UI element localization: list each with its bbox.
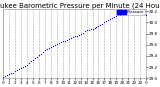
Point: [101, 23, 104, 24]
Point: [60, 41, 62, 43]
Point: [72, 36, 74, 38]
Point: [54, 44, 56, 45]
Point: [34, 57, 36, 59]
Point: [119, 14, 122, 15]
Point: [50, 46, 52, 48]
Point: [131, 12, 133, 13]
Point: [4, 75, 7, 77]
Point: [30, 61, 32, 62]
Point: [32, 59, 34, 60]
Point: [123, 13, 125, 14]
Point: [143, 13, 145, 15]
Point: [22, 66, 24, 68]
Point: [58, 42, 60, 43]
Point: [69, 37, 72, 39]
Point: [129, 12, 132, 14]
Point: [135, 12, 137, 13]
Point: [62, 41, 64, 42]
Point: [75, 35, 78, 37]
Point: [77, 34, 80, 35]
Point: [95, 26, 98, 28]
Point: [83, 31, 86, 32]
Point: [56, 43, 58, 44]
Point: [65, 40, 68, 41]
Point: [85, 30, 88, 31]
Point: [107, 20, 110, 21]
Point: [73, 36, 76, 37]
Point: [81, 32, 84, 33]
Point: [64, 40, 66, 42]
Point: [115, 15, 118, 17]
Point: [16, 70, 19, 71]
Point: [97, 25, 100, 27]
Point: [40, 53, 42, 54]
Point: [117, 15, 120, 16]
Point: [113, 16, 116, 18]
Point: [133, 12, 135, 13]
Point: [18, 69, 20, 70]
Point: [105, 21, 108, 22]
Point: [48, 47, 50, 49]
Point: [139, 12, 141, 14]
Point: [68, 38, 70, 40]
Point: [44, 50, 46, 51]
Point: [125, 13, 128, 14]
Point: [111, 17, 114, 19]
Point: [6, 74, 9, 76]
Legend: Pressure: Pressure: [116, 9, 145, 15]
Point: [127, 12, 129, 14]
Point: [121, 13, 124, 15]
Point: [12, 72, 15, 73]
Point: [26, 64, 28, 66]
Point: [89, 28, 92, 30]
Point: [91, 28, 94, 29]
Point: [36, 56, 38, 58]
Point: [87, 29, 90, 30]
Point: [24, 65, 26, 67]
Point: [103, 22, 106, 23]
Point: [99, 24, 102, 25]
Point: [79, 33, 82, 34]
Point: [109, 18, 112, 20]
Point: [141, 13, 143, 14]
Point: [10, 72, 13, 74]
Point: [145, 14, 147, 15]
Point: [93, 27, 96, 29]
Point: [42, 51, 44, 53]
Point: [8, 74, 11, 75]
Point: [2, 76, 5, 78]
Point: [46, 49, 48, 50]
Point: [20, 67, 23, 69]
Point: [38, 55, 40, 56]
Point: [137, 12, 139, 13]
Title: Milwaukee Barometric Pressure per Minute (24 Hours): Milwaukee Barometric Pressure per Minute…: [0, 2, 160, 9]
Point: [14, 71, 17, 72]
Point: [52, 45, 54, 47]
Point: [28, 62, 30, 64]
